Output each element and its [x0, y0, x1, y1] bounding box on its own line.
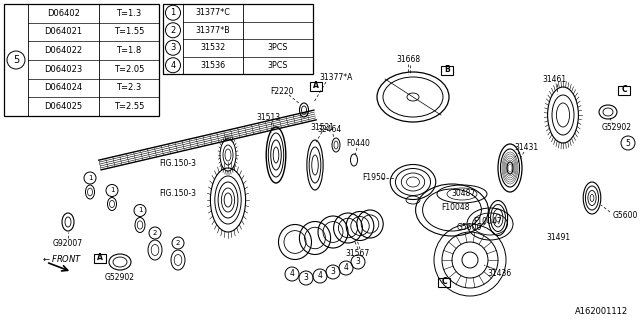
Text: 3PCS: 3PCS	[268, 43, 288, 52]
Text: 32464: 32464	[318, 125, 342, 134]
Text: 31377*C: 31377*C	[196, 8, 230, 17]
Text: A: A	[313, 82, 319, 91]
Text: T=2.3: T=2.3	[116, 84, 141, 92]
Text: 31532: 31532	[200, 43, 226, 52]
Text: 1: 1	[88, 175, 92, 181]
Text: 5: 5	[13, 55, 19, 65]
Bar	[4, 4, 159, 116]
Text: F1950: F1950	[362, 173, 386, 182]
Text: G5600: G5600	[613, 211, 638, 220]
Text: D064021: D064021	[44, 28, 83, 36]
Text: 31461: 31461	[542, 76, 566, 84]
Text: 31536: 31536	[200, 61, 225, 70]
Bar	[94, 253, 106, 262]
Text: D064025: D064025	[44, 102, 83, 111]
Text: T=1.3: T=1.3	[116, 9, 141, 18]
Text: 31513: 31513	[256, 114, 280, 123]
Text: G52902: G52902	[105, 274, 135, 283]
Text: T=2.05: T=2.05	[114, 65, 144, 74]
Text: FIG.150-3: FIG.150-3	[159, 158, 196, 167]
Text: 5: 5	[625, 139, 630, 148]
Text: $\leftarrow$FRONT: $\leftarrow$FRONT	[42, 252, 83, 263]
Text: D06402: D06402	[47, 9, 80, 18]
Bar	[618, 85, 630, 94]
Text: 1: 1	[170, 8, 175, 17]
Text: 3PCS: 3PCS	[268, 61, 288, 70]
Text: 3: 3	[356, 258, 360, 267]
Text: G5600: G5600	[456, 223, 482, 233]
Text: 3: 3	[170, 43, 176, 52]
Text: 2: 2	[176, 240, 180, 246]
Text: 4: 4	[289, 269, 294, 278]
Text: 30487: 30487	[452, 188, 476, 197]
Text: A: A	[97, 253, 103, 262]
Text: 3: 3	[331, 268, 335, 276]
Text: 1: 1	[109, 188, 115, 194]
Bar	[438, 277, 450, 286]
Text: T=2.55: T=2.55	[114, 102, 144, 111]
Text: F2220: F2220	[270, 87, 294, 97]
Text: B: B	[444, 66, 450, 75]
Text: C: C	[441, 277, 447, 286]
Text: F10048: F10048	[441, 204, 469, 212]
Text: 1: 1	[138, 207, 142, 213]
Text: F0440: F0440	[346, 140, 370, 148]
Text: 4: 4	[317, 271, 323, 281]
Text: D064024: D064024	[44, 84, 83, 92]
Text: A162001112: A162001112	[575, 308, 628, 316]
Text: G52902: G52902	[602, 124, 632, 132]
Text: 3: 3	[303, 274, 308, 283]
Text: 31377*A: 31377*A	[319, 74, 353, 83]
Bar	[441, 66, 453, 75]
Text: D064023: D064023	[44, 65, 83, 74]
Text: 4: 4	[344, 263, 348, 273]
Text: 4: 4	[170, 61, 175, 70]
Text: T=1.8: T=1.8	[116, 46, 141, 55]
Bar	[310, 82, 322, 91]
Text: 2: 2	[170, 26, 175, 35]
Text: 31431: 31431	[514, 143, 538, 153]
Text: 31491: 31491	[546, 234, 570, 243]
Text: 31567: 31567	[346, 249, 370, 258]
Text: G92007: G92007	[53, 239, 83, 249]
Text: C: C	[621, 85, 627, 94]
Text: FIG.150-3: FIG.150-3	[159, 188, 196, 197]
Text: 31521: 31521	[310, 124, 334, 132]
Text: 31377*B: 31377*B	[196, 26, 230, 35]
Bar	[163, 4, 313, 74]
Text: T=1.55: T=1.55	[114, 28, 144, 36]
Text: 2: 2	[153, 230, 157, 236]
Text: D064022: D064022	[44, 46, 83, 55]
Text: 31668: 31668	[396, 55, 420, 65]
Text: F10047: F10047	[474, 218, 502, 227]
Text: 31436: 31436	[488, 269, 512, 278]
